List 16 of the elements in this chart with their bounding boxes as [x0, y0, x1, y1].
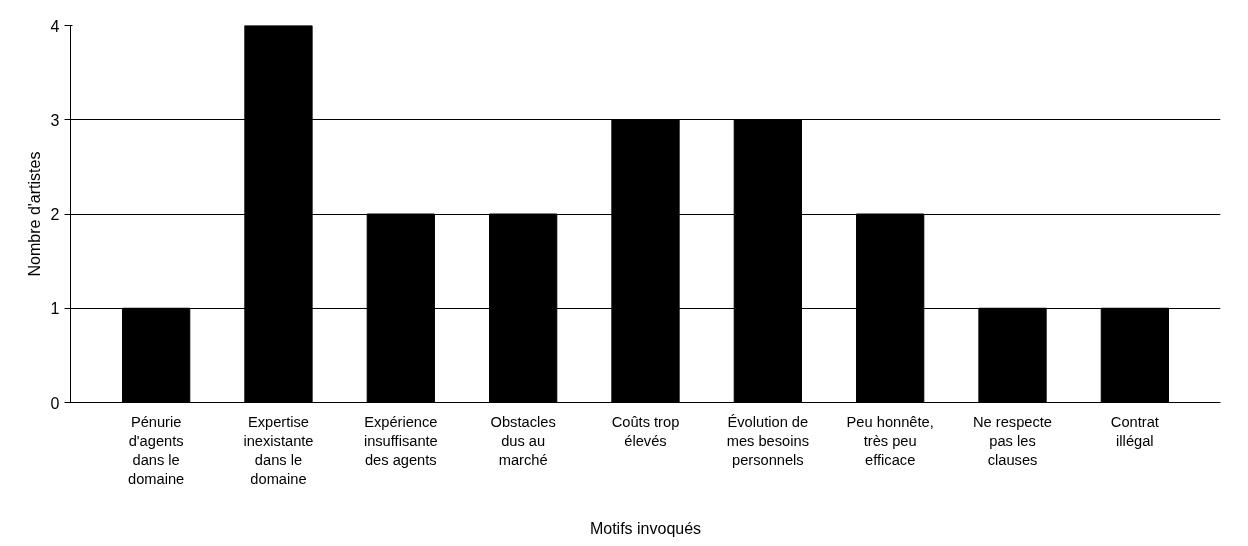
x-tick-label: Contrat illégal — [1110, 413, 1159, 449]
x-tick-label: Expertise inexistante dans le domaine — [243, 413, 314, 488]
x-tick-label: Ne respecte pas les clauses — [973, 413, 1053, 468]
y-tick-label: 2 — [50, 206, 60, 223]
y-tick-label: 1 — [50, 300, 60, 318]
x-tick-label: Obstacles dus au marché — [490, 413, 556, 468]
y-tick-label: 4 — [50, 17, 60, 35]
x-tick-label: Expérience insuffisante des agents — [363, 413, 438, 468]
x-axis-title: Motifs invoqués — [589, 520, 702, 538]
y-tick-label: 3 — [50, 111, 60, 129]
y-axis-title: Nombre d'artistes — [25, 151, 43, 277]
x-tick-label: Pénurie d'agents dans le domaine — [128, 413, 185, 488]
x-tick-label: Coûts trop élevés — [611, 413, 680, 449]
x-tick-label: Peu honnête, très peu efficace — [846, 413, 934, 468]
x-tick-label: Évolution de mes besoins personnels — [726, 413, 809, 468]
y-tick-label: 0 — [50, 394, 60, 412]
